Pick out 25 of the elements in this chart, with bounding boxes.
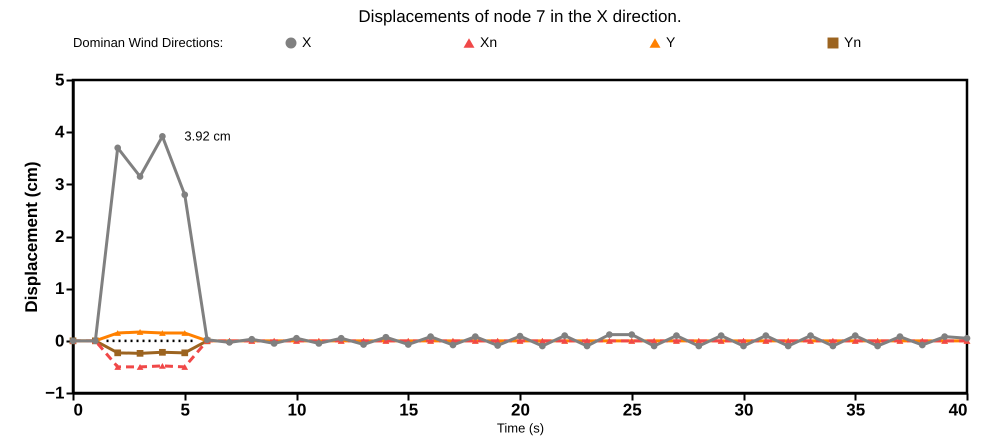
x-tick-label: 20 xyxy=(511,400,530,420)
x-tick-label: 5 xyxy=(180,400,190,420)
y-tick-label: 2 xyxy=(55,227,64,246)
x-tick-label: 10 xyxy=(288,400,306,420)
x-tick-label: 30 xyxy=(734,400,754,420)
x-tick-label: 25 xyxy=(622,400,642,420)
legend-label: X xyxy=(302,34,312,50)
y-tick-label: 3 xyxy=(55,174,64,194)
y-tick-label: −1 xyxy=(45,384,64,402)
annotation: 3.92 cm xyxy=(184,128,231,144)
x-tick-label: 0 xyxy=(74,400,83,420)
y-tick-label: 1 xyxy=(55,279,64,298)
legend-title: Dominan Wind Directions: xyxy=(73,35,224,50)
chart-title: Displacements of node 7 in the X direction. xyxy=(358,7,682,26)
legend-label: Xn xyxy=(480,34,498,50)
y-tick-label: 5 xyxy=(55,70,64,90)
y-tick-label: 0 xyxy=(55,331,64,350)
x-tick-label: 40 xyxy=(948,400,968,420)
legend-label: Y xyxy=(666,34,676,50)
legend-label: Yn xyxy=(844,34,862,50)
y-tick-label: 4 xyxy=(55,122,66,142)
y-axis-title: Displacement (cm) xyxy=(22,161,42,313)
x-axis-title: Time (s) xyxy=(496,420,544,436)
x-tick-label: 15 xyxy=(399,400,418,420)
x-tick-label: 35 xyxy=(846,400,866,420)
